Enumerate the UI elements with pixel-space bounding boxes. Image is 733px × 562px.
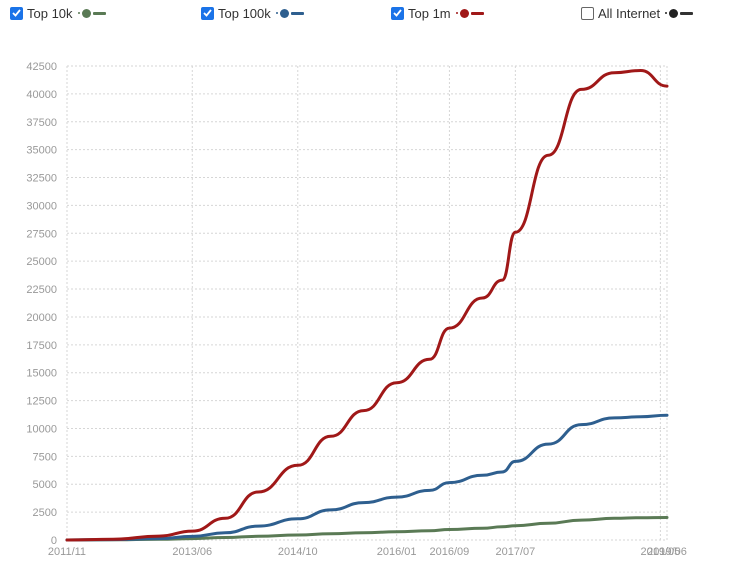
legend-label-top-1m: Top 1m (408, 5, 451, 21)
legend-label-all-internet: All Internet (598, 5, 661, 21)
checkbox-top-100k[interactable] (201, 6, 214, 20)
legend-item-top-1m[interactable]: Top 1m (391, 4, 484, 22)
legend-label-top-100k: Top 100k (218, 5, 271, 21)
y-tick-label: 5000 (33, 479, 57, 491)
y-tick-label: 2500 (33, 507, 57, 519)
legend-swatch-all-internet (665, 8, 694, 18)
x-tick-label: 2019/06 (647, 546, 687, 558)
x-tick-label: 2014/10 (278, 546, 318, 558)
legend-swatch-top-1m (455, 8, 484, 18)
y-tick-label: 20000 (26, 312, 57, 324)
series-line-top-10k (65, 516, 669, 542)
series-line-top-100k (65, 413, 669, 542)
legend-item-top-10k[interactable]: Top 10k (10, 4, 106, 22)
y-tick-label: 30000 (26, 200, 57, 212)
series-lines (65, 69, 669, 542)
x-tick-label: 2017/07 (495, 546, 535, 558)
checkbox-top-1m[interactable] (391, 6, 404, 20)
y-tick-label: 15000 (26, 368, 57, 380)
y-tick-label: 32500 (26, 173, 57, 185)
y-tick-label: 37500 (26, 117, 57, 129)
y-tick-label: 0 (51, 535, 57, 547)
y-tick-label: 35000 (26, 145, 57, 157)
legend-item-all-internet[interactable]: All Internet (581, 4, 694, 22)
checkbox-all-internet[interactable] (581, 6, 594, 20)
x-tick-label: 2016/09 (430, 546, 470, 558)
y-tick-label: 12500 (26, 396, 57, 408)
y-tick-label: 42500 (26, 61, 57, 73)
y-tick-label: 25000 (26, 256, 57, 268)
y-tick-label: 10000 (26, 423, 57, 435)
x-axis-ticks: 2011/11 2013/06 2014/10 2016/01 2016/09 2017/… (48, 546, 687, 558)
x-tick-label: 2019/05 (641, 546, 681, 558)
y-axis-ticks: 0 2500 5000 7500 10000 12500 15000 17500 20000 22… (26, 61, 57, 547)
x-tick-label: 2011/11 (48, 546, 86, 558)
y-tick-label: 40000 (26, 89, 57, 101)
legend-item-top-100k[interactable]: Top 100k (201, 4, 304, 22)
legend-swatch-top-100k (275, 8, 304, 18)
checkbox-top-10k[interactable] (10, 6, 23, 20)
y-tick-label: 7500 (33, 451, 57, 463)
legend-swatch-top-10k (77, 8, 106, 18)
y-tick-label: 17500 (26, 340, 57, 352)
x-tick-label: 2013/06 (172, 546, 212, 558)
y-tick-label: 22500 (26, 284, 57, 296)
series-line-top-1m (65, 69, 669, 542)
x-tick-label: 2016/01 (377, 546, 417, 558)
chart-legend: Top 10k Top 100k Top 1m All Internet (0, 4, 733, 24)
legend-label-top-10k: Top 10k (27, 5, 73, 21)
y-tick-label: 27500 (26, 228, 57, 240)
gridlines (66, 65, 668, 541)
